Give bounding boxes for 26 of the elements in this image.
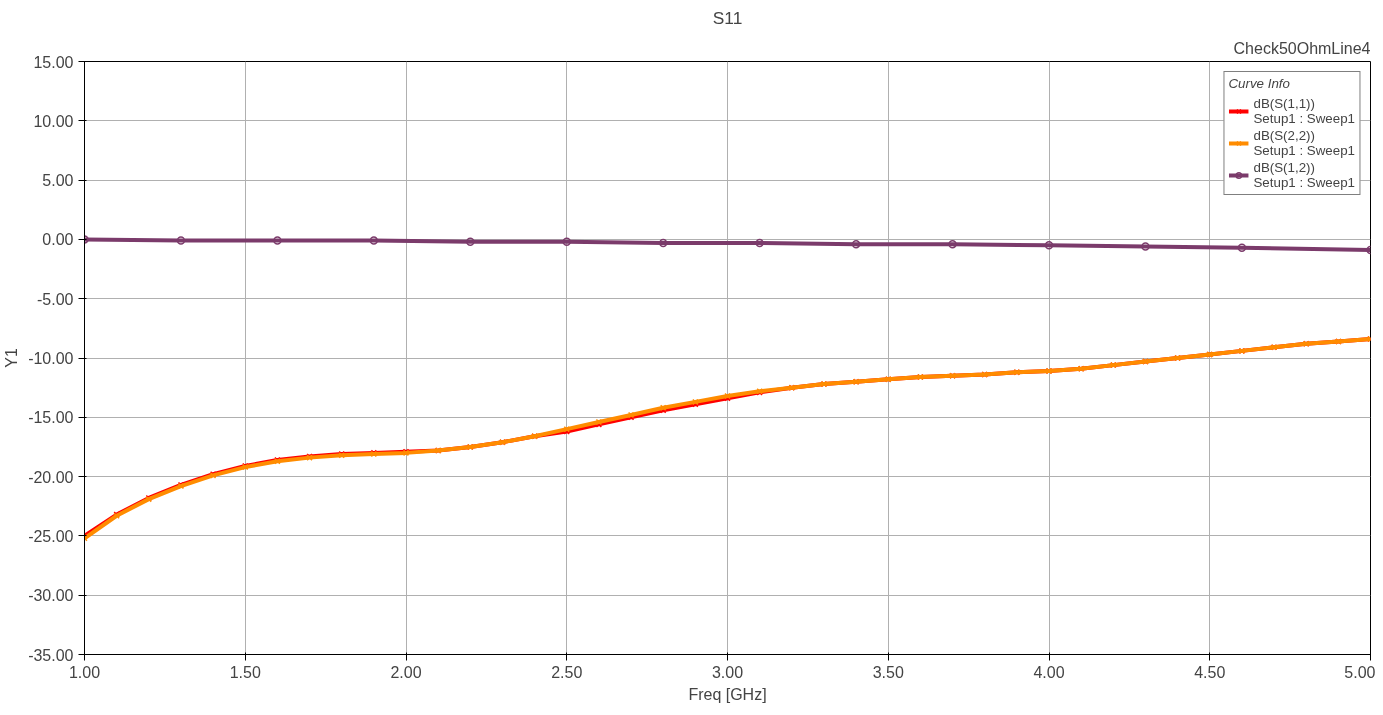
y-tick-label: -25.00 <box>28 527 74 545</box>
x-tick-label: 3.50 <box>872 663 904 681</box>
y-tick-label: -35.00 <box>28 646 74 664</box>
y-tick-label: -20.00 <box>28 468 74 486</box>
legend-title: Curve Info <box>1228 76 1291 91</box>
x-tick-label: 2.00 <box>390 663 422 681</box>
y-tick-label: 0.00 <box>42 231 74 249</box>
text: Check50OhmLine4 <box>1233 39 1371 57</box>
legend-label: dB(S(1,2)) Setup1 : Sweep1 <box>1253 160 1355 190</box>
y-axis-title: Y1 <box>3 348 21 368</box>
y-tick-label: 10.00 <box>33 112 74 130</box>
x-tick-label: 3.00 <box>711 663 744 681</box>
y-tick-label: -5.00 <box>37 290 74 308</box>
y-tick-label: 5.00 <box>42 172 74 190</box>
x-axis-title: Freq [GHz] <box>688 685 767 703</box>
x-tick-label: 1.50 <box>229 663 261 681</box>
y-tick-label: -15.00 <box>28 409 74 427</box>
y-tick-label: -10.00 <box>28 350 74 367</box>
x-tick-label: 5.00 <box>1344 663 1376 681</box>
x-tick-label: 2.50 <box>551 663 583 681</box>
x-tick-label: 4.50 <box>1194 663 1226 681</box>
chart-title: S11 <box>712 7 743 28</box>
y-tick-label: 15.00 <box>33 53 74 71</box>
x-tick-label: 1.00 <box>68 663 101 681</box>
x-tick-label: 4.00 <box>1033 663 1065 681</box>
y-tick-label: -30.00 <box>28 587 74 605</box>
